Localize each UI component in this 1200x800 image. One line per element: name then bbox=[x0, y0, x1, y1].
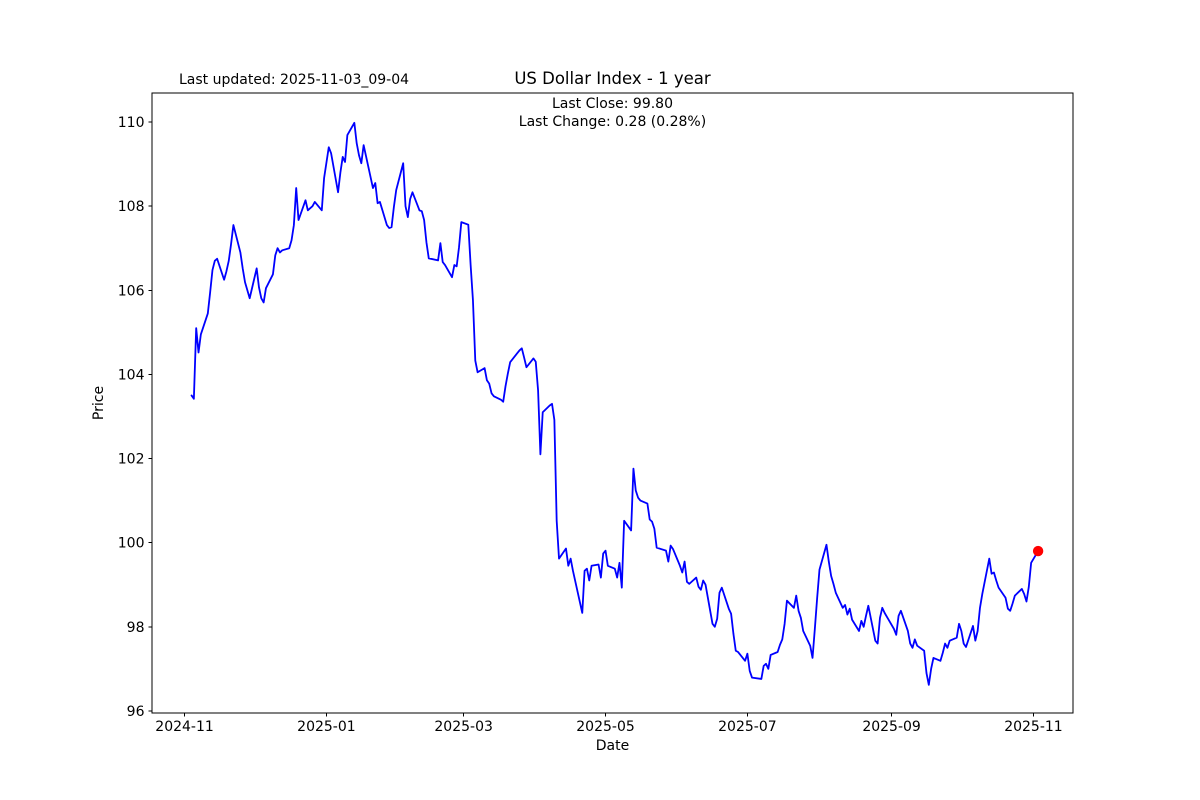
y-tick-label: 106 bbox=[118, 283, 145, 299]
x-tick-label: 2025-07 bbox=[718, 719, 777, 735]
x-tick-label: 2025-11 bbox=[1004, 719, 1063, 735]
x-tick-label: 2025-01 bbox=[297, 719, 356, 735]
plot-border bbox=[151, 92, 1074, 714]
last-change-annotation: Last Change: 0.28 (0.28%) bbox=[518, 114, 707, 130]
y-tick-label: 102 bbox=[118, 452, 145, 468]
x-tick-label: 2025-03 bbox=[434, 719, 493, 735]
x-tick-label: 2025-05 bbox=[576, 719, 635, 735]
last-updated-annotation: Last updated: 2025-11-03_09-04 bbox=[179, 72, 410, 88]
price-line bbox=[190, 121, 1040, 686]
y-tick-label: 96 bbox=[127, 704, 145, 720]
x-tick-label: 2024-11 bbox=[155, 719, 214, 735]
y-tick-label: 110 bbox=[118, 115, 145, 131]
y-tick-label: 108 bbox=[118, 199, 145, 215]
chart-title: US Dollar Index - 1 year bbox=[514, 69, 711, 88]
y-tick-label: 104 bbox=[118, 367, 145, 383]
x-tick-label: 2025-09 bbox=[862, 719, 921, 735]
last-price-marker bbox=[1032, 545, 1044, 557]
y-tick-label: 100 bbox=[118, 536, 145, 552]
y-tick-label: 98 bbox=[127, 620, 145, 636]
x-axis-title: Date bbox=[596, 738, 629, 754]
y-axis-title: Price bbox=[91, 386, 107, 420]
last-close-annotation: Last Close: 99.80 bbox=[552, 96, 673, 112]
